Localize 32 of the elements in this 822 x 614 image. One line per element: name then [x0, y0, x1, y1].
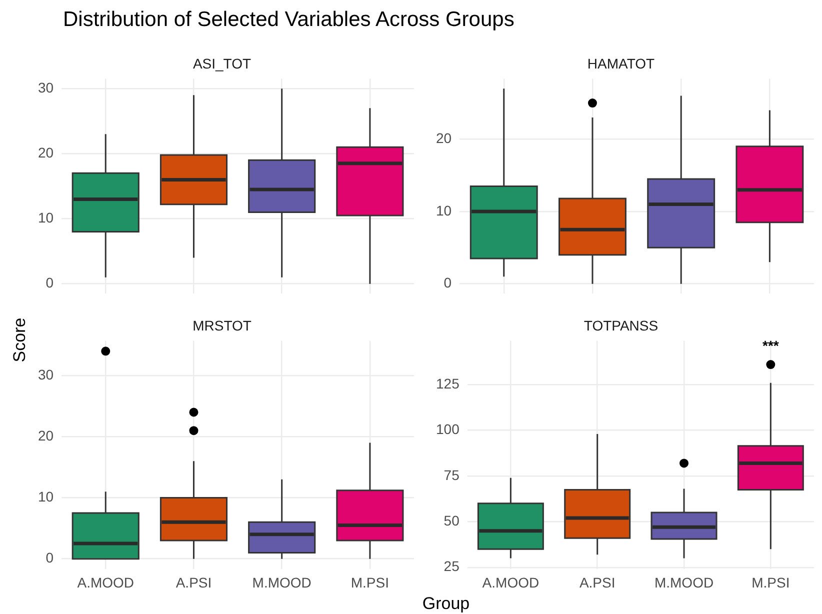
y-tick-label: 30: [38, 79, 54, 96]
y-tick-label: 125: [436, 376, 460, 392]
y-tick-label: 50: [444, 512, 460, 529]
x-tick-label: M.MOOD: [654, 574, 714, 590]
chart-subtitle: HAMATOT: [587, 55, 656, 72]
y-axis-title: Score: [10, 318, 30, 362]
annotation: ***: [762, 338, 780, 354]
x-tick-label: M.MOOD: [252, 574, 312, 590]
y-tick-label: 10: [436, 202, 452, 218]
x-tick-label: M.PSI: [752, 574, 790, 590]
y-tick-label: 0: [444, 274, 452, 291]
x-tick-label: A.PSI: [176, 574, 212, 590]
y-tick-label: 0: [46, 274, 54, 291]
chart-title: Distribution of Selected Variables Across Groups: [63, 8, 514, 32]
y-tick-label: 75: [444, 466, 460, 483]
y-tick-label: 25: [444, 558, 460, 574]
x-tick-label: A.MOOD: [77, 574, 134, 590]
y-tick-label: 10: [38, 488, 54, 505]
x-axis-title: Group: [421, 594, 471, 614]
y-tick-label: 0: [46, 550, 54, 566]
chart-subtitle: ASI_TOT: [192, 55, 252, 72]
x-tick-label: A.PSI: [579, 574, 616, 590]
y-tick-label: 20: [38, 144, 54, 161]
y-tick-label: 100: [436, 421, 460, 438]
x-tick-label: M.PSI: [350, 574, 390, 590]
x-tick-label: A.MOOD: [482, 574, 540, 590]
y-tick-label: 20: [38, 428, 54, 444]
chart-subtitle: MRSTOT: [192, 317, 252, 334]
y-tick-label: 20: [436, 130, 452, 146]
y-tick-label: 30: [38, 366, 54, 382]
chart-subtitle: TOTPANSS: [584, 317, 658, 334]
y-tick-label: 10: [38, 210, 54, 226]
